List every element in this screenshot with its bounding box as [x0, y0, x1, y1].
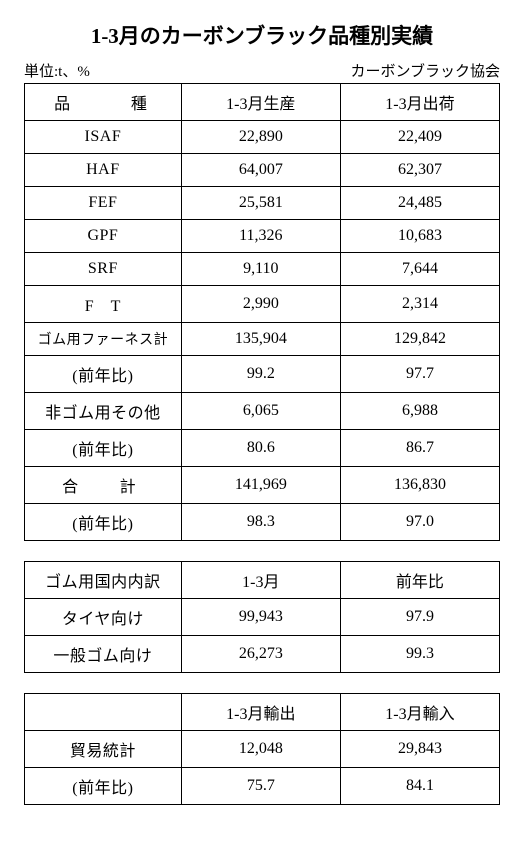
row-value: 7,644 — [340, 253, 499, 286]
row-value: 86.7 — [340, 430, 499, 467]
row-value: 9,110 — [181, 253, 340, 286]
row-label: ゴム用ファーネス計 — [25, 323, 182, 356]
table-row: (前年比) 75.7 84.1 — [25, 768, 500, 805]
row-label: ISAF — [25, 121, 182, 154]
row-value: 97.9 — [340, 599, 499, 636]
col-header-import: 1-3月輸入 — [340, 694, 499, 731]
row-value: 75.7 — [181, 768, 340, 805]
row-value: 22,890 — [181, 121, 340, 154]
row-label: HAF — [25, 154, 182, 187]
row-value: 135,904 — [181, 323, 340, 356]
row-value: 64,007 — [181, 154, 340, 187]
row-value: 136,830 — [340, 467, 499, 504]
row-label: 一般ゴム向け — [25, 636, 182, 673]
row-value: 11,326 — [181, 220, 340, 253]
row-value: 84.1 — [340, 768, 499, 805]
row-label: 非ゴム用その他 — [25, 393, 182, 430]
header-row: 単位:t、% カーボンブラック協会 — [24, 60, 500, 81]
page-title: 1-3月のカーボンブラック品種別実績 — [24, 20, 500, 50]
table-row: ISAF 22,890 22,409 — [25, 121, 500, 154]
table-header-row: 1-3月輸出 1-3月輸入 — [25, 694, 500, 731]
row-value: 99.2 — [181, 356, 340, 393]
row-value: 12,048 — [181, 731, 340, 768]
row-label: GPF — [25, 220, 182, 253]
col-header-yoy: 前年比 — [340, 562, 499, 599]
col-header-domestic: ゴム用国内内訳 — [25, 562, 182, 599]
table-row: (前年比) 80.6 86.7 — [25, 430, 500, 467]
table-row: GPF 11,326 10,683 — [25, 220, 500, 253]
table-row: 貿易統計 12,048 29,843 — [25, 731, 500, 768]
table-row: 非ゴム用その他 6,065 6,988 — [25, 393, 500, 430]
col-header-shipment: 1-3月出荷 — [340, 84, 499, 121]
row-label: F T — [25, 286, 182, 323]
row-value: 80.6 — [181, 430, 340, 467]
row-label: (前年比) — [25, 768, 182, 805]
row-label: タイヤ向け — [25, 599, 182, 636]
row-value: 2,314 — [340, 286, 499, 323]
table-row: 一般ゴム向け 26,273 99.3 — [25, 636, 500, 673]
row-value: 97.0 — [340, 504, 499, 541]
table-row: HAF 64,007 62,307 — [25, 154, 500, 187]
table-row: 合 計 141,969 136,830 — [25, 467, 500, 504]
table-row: ゴム用ファーネス計 135,904 129,842 — [25, 323, 500, 356]
row-label: (前年比) — [25, 356, 182, 393]
col-header-production: 1-3月生産 — [181, 84, 340, 121]
row-value: 62,307 — [340, 154, 499, 187]
row-label: 合 計 — [25, 467, 182, 504]
table-domestic: ゴム用国内内訳 1-3月 前年比 タイヤ向け 99,943 97.9 一般ゴム向… — [24, 561, 500, 673]
row-label: SRF — [25, 253, 182, 286]
row-value: 24,485 — [340, 187, 499, 220]
col-header-period: 1-3月 — [181, 562, 340, 599]
row-value: 99.3 — [340, 636, 499, 673]
table-header-row: ゴム用国内内訳 1-3月 前年比 — [25, 562, 500, 599]
unit-label: 単位:t、% — [24, 60, 90, 81]
row-value: 29,843 — [340, 731, 499, 768]
row-value: 25,581 — [181, 187, 340, 220]
row-label: (前年比) — [25, 430, 182, 467]
table-row: タイヤ向け 99,943 97.9 — [25, 599, 500, 636]
col-header-type: 品 種 — [25, 84, 182, 121]
table-row: FEF 25,581 24,485 — [25, 187, 500, 220]
row-label: FEF — [25, 187, 182, 220]
table-trade: 1-3月輸出 1-3月輸入 貿易統計 12,048 29,843 (前年比) 7… — [24, 693, 500, 805]
table-row: SRF 9,110 7,644 — [25, 253, 500, 286]
row-value: 97.7 — [340, 356, 499, 393]
row-value: 10,683 — [340, 220, 499, 253]
table-row: (前年比) 98.3 97.0 — [25, 504, 500, 541]
row-value: 2,990 — [181, 286, 340, 323]
table-row: (前年比) 99.2 97.7 — [25, 356, 500, 393]
table-header-row: 品 種 1-3月生産 1-3月出荷 — [25, 84, 500, 121]
source-label: カーボンブラック協会 — [350, 60, 500, 81]
row-value: 6,988 — [340, 393, 499, 430]
table-row: F T 2,990 2,314 — [25, 286, 500, 323]
row-value: 99,943 — [181, 599, 340, 636]
row-value: 6,065 — [181, 393, 340, 430]
table-main: 品 種 1-3月生産 1-3月出荷 ISAF 22,890 22,409 HAF… — [24, 83, 500, 541]
row-label: 貿易統計 — [25, 731, 182, 768]
row-label: (前年比) — [25, 504, 182, 541]
col-header-empty — [25, 694, 182, 731]
row-value: 22,409 — [340, 121, 499, 154]
col-header-export: 1-3月輸出 — [181, 694, 340, 731]
row-value: 141,969 — [181, 467, 340, 504]
row-value: 129,842 — [340, 323, 499, 356]
row-value: 26,273 — [181, 636, 340, 673]
row-value: 98.3 — [181, 504, 340, 541]
